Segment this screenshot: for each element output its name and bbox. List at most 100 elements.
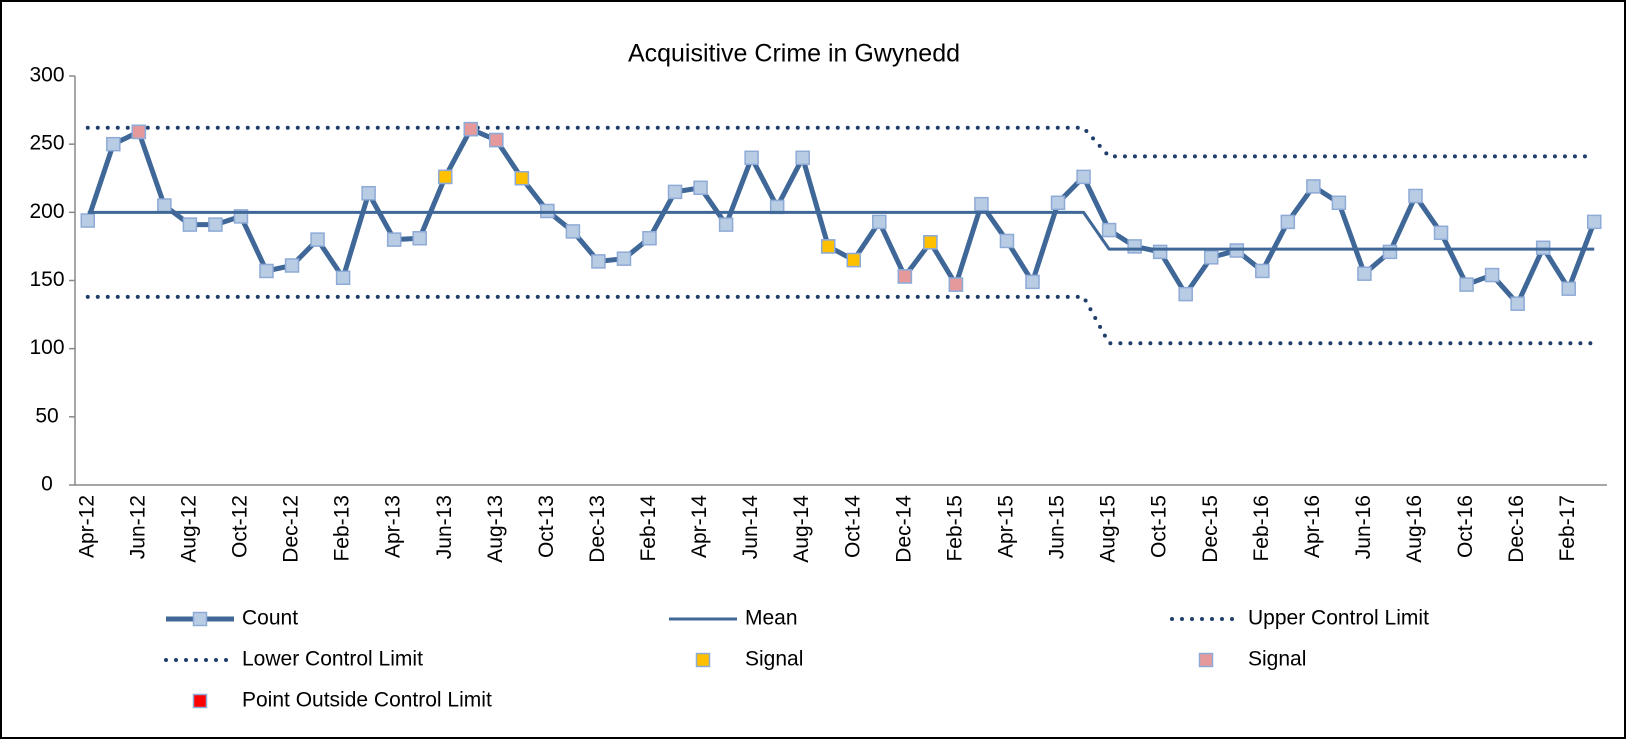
marker <box>1152 244 1168 260</box>
legend-item: Point Outside Control Limit <box>192 689 492 712</box>
marker <box>1433 225 1449 241</box>
marker <box>1484 267 1500 283</box>
marker <box>1382 244 1398 260</box>
marker <box>795 150 810 166</box>
y-tick-label: 300 <box>29 64 64 87</box>
marker <box>693 180 708 196</box>
legend-marker <box>192 611 208 627</box>
marker <box>642 230 657 246</box>
marker <box>106 136 121 152</box>
marker <box>1586 214 1602 230</box>
x-tick-label: Oct-14 <box>841 495 864 558</box>
chart-title: Acquisitive Crime in Gwynedd <box>628 40 960 68</box>
marker <box>1408 188 1423 204</box>
x-tick-label: Aug-14 <box>790 495 813 563</box>
y-tick-label: 250 <box>29 132 64 155</box>
marker <box>1561 281 1576 296</box>
marker <box>182 217 198 232</box>
legend-label: Signal <box>745 648 803 671</box>
x-tick-label: Dec-12 <box>280 495 303 563</box>
legend-marker <box>192 693 208 709</box>
legend-item: Signal <box>1198 648 1306 671</box>
marker <box>386 232 402 247</box>
legend-label: Lower Control Limit <box>242 648 423 671</box>
marker <box>361 185 376 201</box>
marker <box>412 230 427 246</box>
marker <box>999 233 1015 249</box>
legend-item: Upper Control Limit <box>1170 607 1429 630</box>
x-tick-label: Feb-13 <box>331 495 354 562</box>
marker <box>948 277 964 292</box>
marker <box>974 196 989 212</box>
x-tick-label: Jun-13 <box>433 495 456 559</box>
marker <box>1280 214 1296 230</box>
marker <box>489 132 504 148</box>
marker <box>310 232 325 247</box>
marker <box>667 184 683 200</box>
marker <box>335 270 351 286</box>
marker <box>1178 286 1193 302</box>
marker <box>1357 266 1372 281</box>
y-tick-label: 100 <box>29 336 64 359</box>
legend-label: Upper Control Limit <box>1248 607 1429 630</box>
x-tick-label: Feb-15 <box>943 495 966 562</box>
x-tick-label: Aug-13 <box>484 495 507 563</box>
x-tick-label: Oct-15 <box>1148 495 1171 558</box>
x-tick-label: Oct-16 <box>1454 495 1477 558</box>
marker <box>514 171 530 186</box>
y-tick-label: 50 <box>35 404 58 427</box>
legend-label: Signal <box>1248 648 1306 671</box>
legend-label: Count <box>242 607 298 630</box>
x-tick-label: Jun-12 <box>126 495 149 559</box>
marker <box>463 121 479 137</box>
marker <box>437 169 453 185</box>
x-tick-label: Feb-16 <box>1250 495 1273 562</box>
marker <box>1076 169 1091 185</box>
marker <box>1331 195 1347 211</box>
x-tick-label: Apr-13 <box>382 495 405 558</box>
legend-item: Mean <box>669 607 798 630</box>
x-tick-label: Oct-13 <box>535 495 558 558</box>
marker <box>1203 250 1219 265</box>
series-line <box>85 294 1597 346</box>
x-tick-label: Aug-15 <box>1097 495 1120 563</box>
marker <box>1050 195 1066 211</box>
series-line <box>87 210 1595 251</box>
x-tick-label: Feb-17 <box>1556 495 1579 562</box>
x-tick-label: Apr-16 <box>1301 495 1324 558</box>
marker <box>131 124 147 140</box>
marker <box>820 239 836 254</box>
marker <box>616 251 632 266</box>
x-tick-label: Dec-15 <box>1199 495 1222 563</box>
series-line <box>85 125 1597 159</box>
marker <box>157 198 172 213</box>
y-tick-label: 200 <box>29 200 64 223</box>
y-tick-label: 0 <box>41 473 53 496</box>
legend-marker <box>695 652 711 668</box>
legend-item: Signal <box>695 648 803 671</box>
x-tick-label: Apr-14 <box>688 495 711 558</box>
marker <box>284 258 300 273</box>
x-tick-label: Feb-14 <box>637 495 660 562</box>
marker <box>846 252 862 268</box>
marker <box>744 150 759 166</box>
legend-label: Point Outside Control Limit <box>242 689 492 712</box>
marker <box>1101 222 1117 238</box>
legend-label: Mean <box>745 607 798 630</box>
marker <box>1255 263 1270 279</box>
x-tick-label: Dec-16 <box>1505 495 1528 563</box>
marker <box>208 217 223 232</box>
x-tick-label: Jun-14 <box>739 495 762 560</box>
marker <box>1459 277 1474 292</box>
marker <box>1306 179 1321 194</box>
legend-marker <box>1198 652 1214 668</box>
marker <box>923 235 938 250</box>
marker <box>897 269 913 284</box>
marker <box>80 213 96 228</box>
marker <box>718 217 734 232</box>
x-tick-label: Dec-14 <box>892 495 915 563</box>
legend-item: Count <box>166 607 298 630</box>
marker <box>1127 239 1142 254</box>
